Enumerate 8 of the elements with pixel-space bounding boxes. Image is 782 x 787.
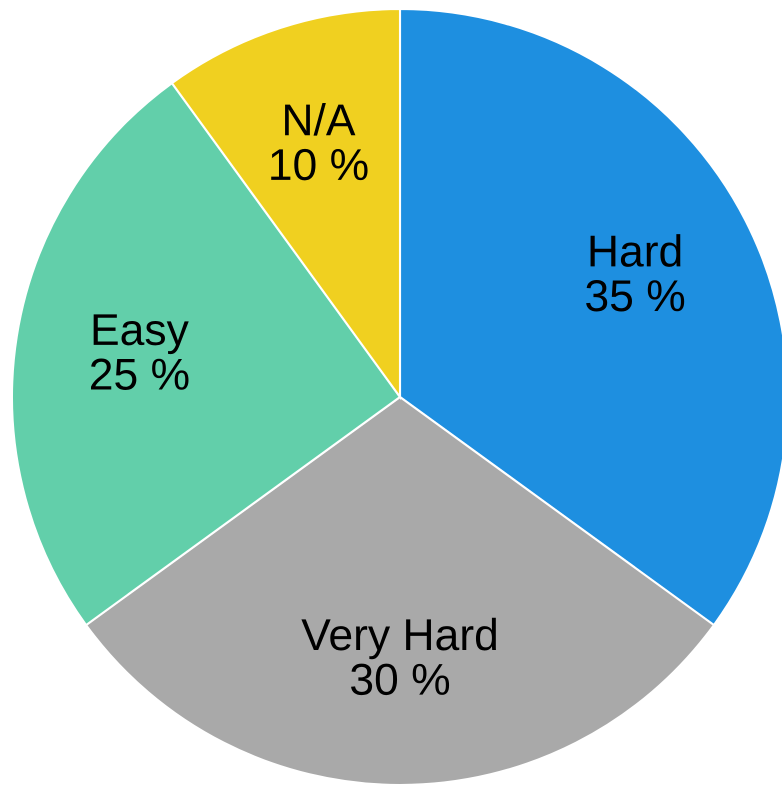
slice-label: N/A [285, 103, 356, 136]
slice-label: Easy [94, 314, 189, 354]
slice-label: Very Hard [301, 618, 496, 660]
data-label: 30 % [351, 664, 450, 696]
data-label: 25 % [90, 358, 188, 390]
data-label: 35 % [586, 280, 684, 312]
slice-label: Hard [590, 234, 680, 267]
data-label: 10 % [271, 148, 368, 180]
